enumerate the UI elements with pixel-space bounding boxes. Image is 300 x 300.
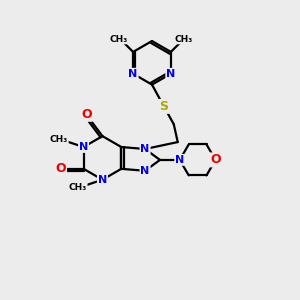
Text: CH₃: CH₃ — [175, 34, 193, 43]
Text: CH₃: CH₃ — [109, 34, 128, 43]
Text: O: O — [56, 162, 66, 175]
Text: N: N — [98, 175, 107, 185]
Text: O: O — [210, 153, 221, 167]
Text: O: O — [81, 108, 92, 121]
Text: N: N — [166, 69, 176, 79]
Text: N: N — [175, 155, 184, 165]
Text: N: N — [140, 166, 150, 176]
Text: N: N — [79, 142, 88, 152]
Text: S: S — [159, 100, 168, 113]
Text: N: N — [128, 69, 138, 79]
Text: CH₃: CH₃ — [50, 135, 68, 144]
Text: CH₃: CH₃ — [69, 183, 87, 192]
Text: N: N — [140, 144, 150, 154]
